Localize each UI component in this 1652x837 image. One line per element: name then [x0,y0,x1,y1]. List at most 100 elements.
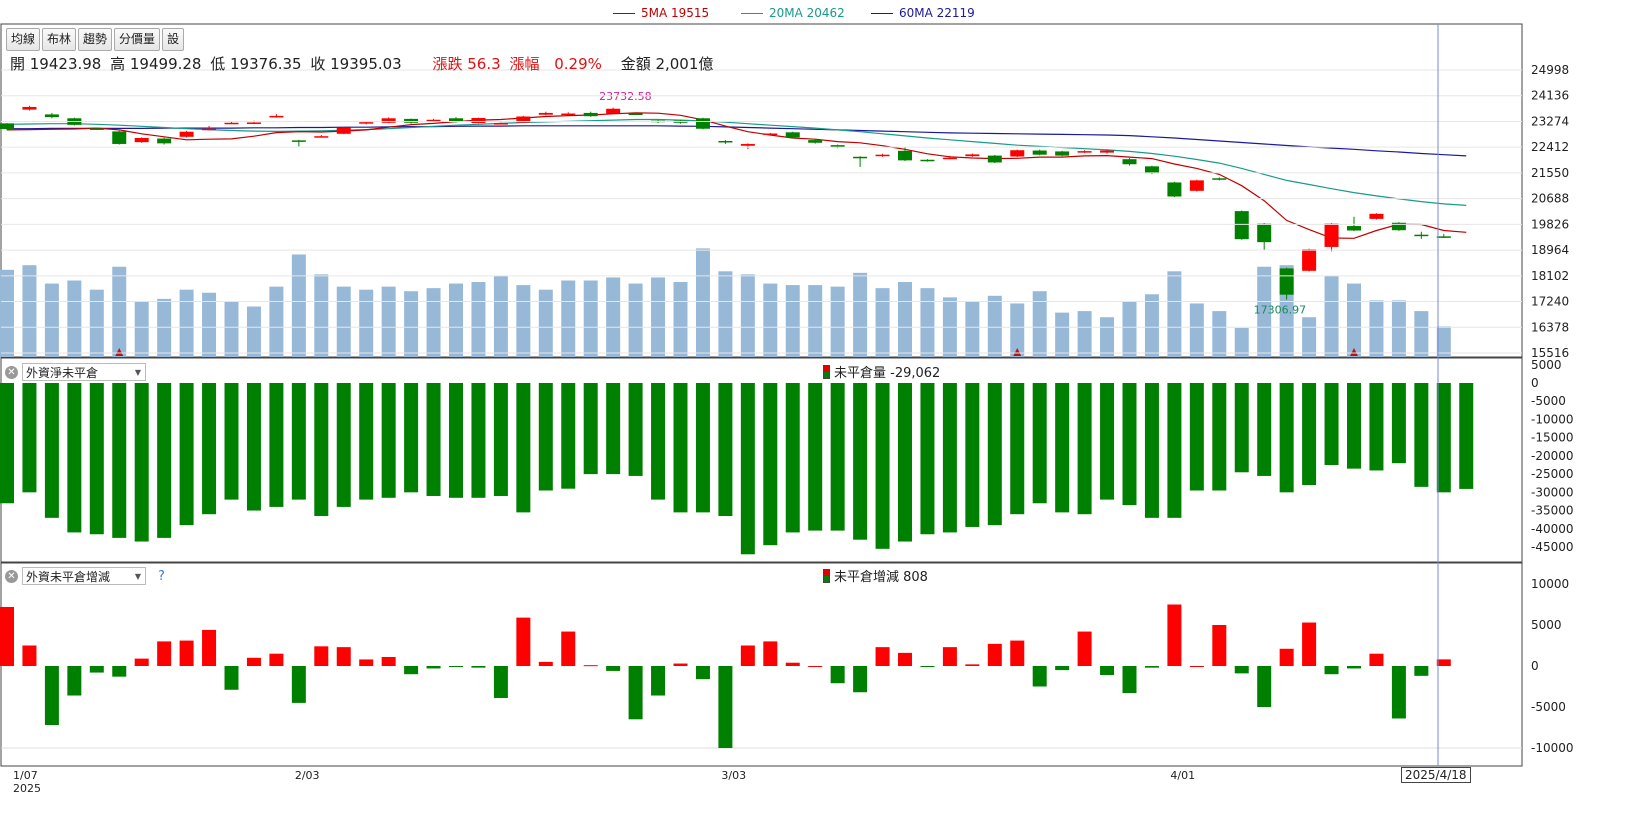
oi-change-bar [1055,666,1070,671]
oi-bar [853,383,868,540]
candle-body [808,140,823,143]
oi-bar [359,383,374,500]
candle-body [830,145,845,148]
oi-change-bar [157,641,172,666]
candle-body [202,128,217,131]
oi-bar [381,383,396,498]
candle-body [1055,151,1070,156]
moving-average-lines [6,112,1467,239]
candle-body [449,118,463,122]
settings-button[interactable]: 設 [162,28,185,51]
candle-body [157,138,172,144]
volume-bar [134,301,149,357]
oi-bar [1459,383,1474,489]
candle-body [22,106,37,110]
volume-bar [179,289,194,357]
oi-change-bar [808,666,823,667]
candle-body [426,119,441,122]
price-tick-label: 21550 [1531,166,1569,180]
volume-bar [269,286,284,357]
candle-body [112,131,127,144]
oi-bar [1302,383,1317,486]
panel-frame-1 [0,23,1523,358]
oi-change-tick-label: -10000 [1531,741,1574,755]
close-panel3-icon[interactable]: ✕ [5,570,18,583]
chart-frames [0,23,1523,767]
oi-bar [1144,383,1159,518]
oi-bar [1347,383,1361,469]
oi-bar [1122,383,1137,506]
x-tick-label: 3/03 [721,769,746,782]
candle-body [1391,222,1406,231]
oi-change-bar [898,652,912,666]
oi-change-bar [1436,659,1451,666]
oi-change-bar [651,666,666,696]
oi-bar [1436,383,1451,493]
panel-frame-3 [0,562,1523,767]
oi-change-bar [404,666,419,675]
price-tick-label: 16378 [1531,320,1569,334]
candle-body [1369,213,1384,219]
help-icon[interactable]: ? [158,569,165,584]
volume-bar [651,277,666,357]
candle-body [718,140,733,143]
candle-body [606,108,621,114]
panel2-select-value: 外資淨未平倉 [26,366,99,380]
candle-body [291,140,306,142]
volume-bar [246,306,261,357]
candle-body [853,156,868,159]
volume-bar [1189,303,1204,357]
oi-change-bar [202,629,217,666]
oi-change-bar [1010,640,1025,666]
volume-bar [404,291,419,357]
panel2-indicator-select[interactable]: 外資淨未平倉 ▼ [22,363,146,381]
candle-body [1032,150,1047,155]
candle-body [1414,234,1429,237]
bollinger-button[interactable]: 布林 [42,28,77,51]
oi-bar [965,383,980,527]
oi-bar [1414,383,1429,487]
candle-body [471,117,486,124]
price-tick-label: 23274 [1531,114,1569,128]
oi-change-bar [179,640,194,666]
oi-bar [628,383,643,476]
oi-bar [471,383,486,498]
oi-change-bar [134,658,149,666]
panel3-indicator-select[interactable]: 外資未平倉增減 ▼ [22,567,146,585]
oi-change-bar [561,631,576,666]
candle-body [493,123,508,125]
volume-bar [830,286,845,357]
close-panel2-icon[interactable]: ✕ [5,366,18,379]
volume-bar [359,289,374,357]
candle-body [785,132,800,138]
ma60-line [7,125,1467,157]
x-tick-label: 2025 [13,782,41,795]
candle-body [583,112,598,117]
candle-body [538,112,553,115]
oi-change-bar [853,666,868,693]
volume-profile-button[interactable]: 分價量 [114,28,161,51]
volume-bar [1369,300,1384,357]
volume-bar [1436,326,1451,357]
oi-bar [942,383,957,533]
price-tick-label: 18102 [1531,269,1569,283]
volume-bar [22,265,37,357]
volume-bar [1302,317,1317,357]
low-value: 低 19376.35 [210,55,302,73]
oi-bar [1189,383,1204,491]
volume-bar [1414,311,1429,357]
oi-change-bar [606,666,621,671]
candle-body [628,113,643,116]
volume-bar [538,289,553,357]
candle-body [763,133,778,136]
oi-change-tick-label: 5000 [1531,618,1562,632]
oi-bar [426,383,441,496]
ma-button[interactable]: 均線 [6,28,41,51]
volume-bar [561,280,576,357]
volume-bar [449,283,463,357]
legend-ma60: 60MA 22119 [871,6,975,20]
trend-button[interactable]: 趨勢 [78,28,113,51]
oi-bar [808,383,823,531]
volume-bar [1122,301,1137,357]
